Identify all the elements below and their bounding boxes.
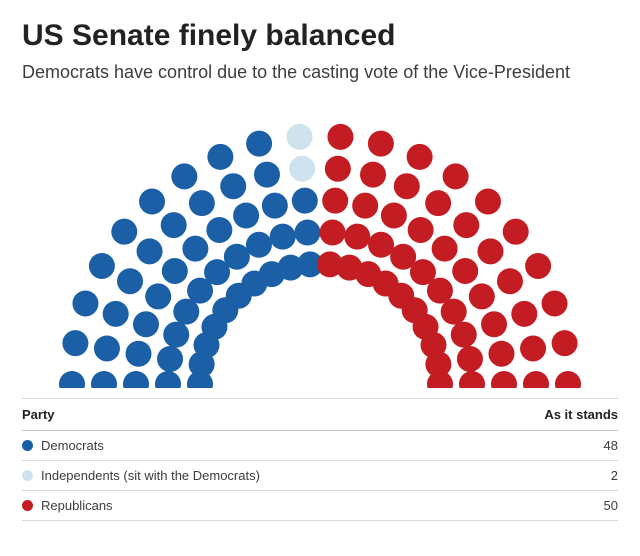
seat-dot xyxy=(325,156,351,182)
swatch-icon xyxy=(22,470,33,481)
seat-dot xyxy=(491,371,517,388)
table-row: Democrats 48 xyxy=(22,431,618,461)
seat-dot xyxy=(62,330,88,356)
seat-dot xyxy=(441,299,467,325)
page-title: US Senate finely balanced xyxy=(22,18,618,54)
table-head-party: Party xyxy=(22,407,55,422)
seat-dot xyxy=(408,217,434,243)
seat-dot xyxy=(139,189,165,215)
seat-dot xyxy=(162,258,188,284)
seat-dot xyxy=(254,162,280,188)
seat-dot xyxy=(182,236,208,262)
seat-dot xyxy=(381,203,407,229)
seat-dot xyxy=(294,220,320,246)
seat-dot xyxy=(133,312,159,338)
page-subtitle: Democrats have control due to the castin… xyxy=(22,60,582,84)
seat-dot xyxy=(327,124,353,150)
seat-dot xyxy=(59,371,85,388)
seat-dot xyxy=(503,219,529,245)
table-row: Independents (sit with the Democrats) 2 xyxy=(22,461,618,491)
seat-dot xyxy=(469,284,495,310)
seat-dot xyxy=(520,336,546,362)
seat-dot xyxy=(91,371,117,388)
party-value: 2 xyxy=(611,468,618,483)
table-head: Party As it stands xyxy=(22,398,618,431)
seat-dot xyxy=(207,144,233,170)
seat-dot xyxy=(425,190,451,216)
party-label: Democrats xyxy=(41,438,104,453)
seat-dot xyxy=(432,236,458,262)
seat-dot xyxy=(89,253,115,279)
seat-dot xyxy=(497,268,523,294)
seat-dot xyxy=(452,258,478,284)
seat-dot xyxy=(457,346,483,372)
seat-dot xyxy=(137,239,163,265)
seat-dot xyxy=(224,244,250,270)
seat-dot xyxy=(189,190,215,216)
seat-dot xyxy=(289,156,315,182)
table-head-value: As it stands xyxy=(544,407,618,422)
seat-dot xyxy=(555,371,581,388)
seat-dot xyxy=(320,220,346,246)
party-label: Independents (sit with the Democrats) xyxy=(41,468,260,483)
seat-dot xyxy=(206,217,232,243)
seat-dot xyxy=(453,212,479,238)
seat-dot xyxy=(157,346,183,372)
seat-dot xyxy=(344,224,370,250)
seat-dot xyxy=(459,371,485,388)
seat-dot xyxy=(368,232,394,258)
seat-dot xyxy=(451,322,477,348)
seat-dot xyxy=(292,188,318,214)
seat-dot xyxy=(111,219,137,245)
seat-dot xyxy=(525,253,551,279)
seat-dot xyxy=(145,284,171,310)
seat-dot xyxy=(270,224,296,250)
seat-dot xyxy=(72,291,98,317)
seat-dot xyxy=(262,193,288,219)
seat-dot xyxy=(481,312,507,338)
seat-dot xyxy=(103,301,129,327)
party-value: 48 xyxy=(604,438,618,453)
seat-dot xyxy=(126,341,152,367)
seat-dot xyxy=(246,232,272,258)
seat-dot xyxy=(475,189,501,215)
seat-dot xyxy=(117,268,143,294)
swatch-icon xyxy=(22,440,33,451)
seat-dot xyxy=(233,203,259,229)
seat-dot xyxy=(220,173,246,199)
seat-dot xyxy=(523,371,549,388)
seat-dot xyxy=(368,131,394,157)
party-value: 50 xyxy=(604,498,618,513)
seat-dot xyxy=(155,371,181,388)
seat-dot xyxy=(407,144,433,170)
seat-dot xyxy=(246,131,272,157)
seat-dot xyxy=(477,239,503,265)
party-label: Republicans xyxy=(41,498,113,513)
seat-dot xyxy=(161,212,187,238)
seat-dot xyxy=(123,371,149,388)
seat-dot xyxy=(488,341,514,367)
seat-dot xyxy=(443,164,469,190)
swatch-icon xyxy=(22,500,33,511)
seat-dot xyxy=(542,291,568,317)
seat-dot xyxy=(287,124,313,150)
seat-dot xyxy=(94,336,120,362)
seat-dot xyxy=(511,301,537,327)
seat-dot xyxy=(552,330,578,356)
table-row: Republicans 50 xyxy=(22,491,618,521)
seat-dot xyxy=(171,164,197,190)
party-table: Party As it stands Democrats 48 Independ… xyxy=(22,398,618,521)
seat-dot xyxy=(360,162,386,188)
seat-dot xyxy=(163,322,189,348)
seat-dot xyxy=(352,193,378,219)
seat-dot xyxy=(322,188,348,214)
parliament-chart xyxy=(22,88,618,388)
seat-dot xyxy=(394,173,420,199)
